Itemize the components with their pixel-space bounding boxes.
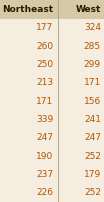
- Text: 190: 190: [36, 152, 54, 161]
- Text: 339: 339: [36, 115, 54, 124]
- Text: 237: 237: [36, 170, 54, 179]
- Text: 247: 247: [37, 133, 54, 142]
- Text: 179: 179: [84, 170, 101, 179]
- Text: 285: 285: [84, 42, 101, 50]
- Text: 247: 247: [84, 133, 101, 142]
- Text: 171: 171: [36, 97, 54, 106]
- Text: 177: 177: [36, 23, 54, 32]
- Text: 260: 260: [36, 42, 54, 50]
- Text: 241: 241: [84, 115, 101, 124]
- Text: 252: 252: [84, 188, 101, 197]
- Text: 171: 171: [84, 78, 101, 87]
- Text: West: West: [76, 5, 101, 14]
- Text: 252: 252: [84, 152, 101, 161]
- Bar: [0, 0, 104, 19]
- Text: 299: 299: [84, 60, 101, 69]
- Text: 226: 226: [37, 188, 54, 197]
- Text: 250: 250: [36, 60, 54, 69]
- Text: Northeast: Northeast: [2, 5, 54, 14]
- Text: 156: 156: [84, 97, 101, 106]
- Text: 213: 213: [36, 78, 54, 87]
- Text: 324: 324: [84, 23, 101, 32]
